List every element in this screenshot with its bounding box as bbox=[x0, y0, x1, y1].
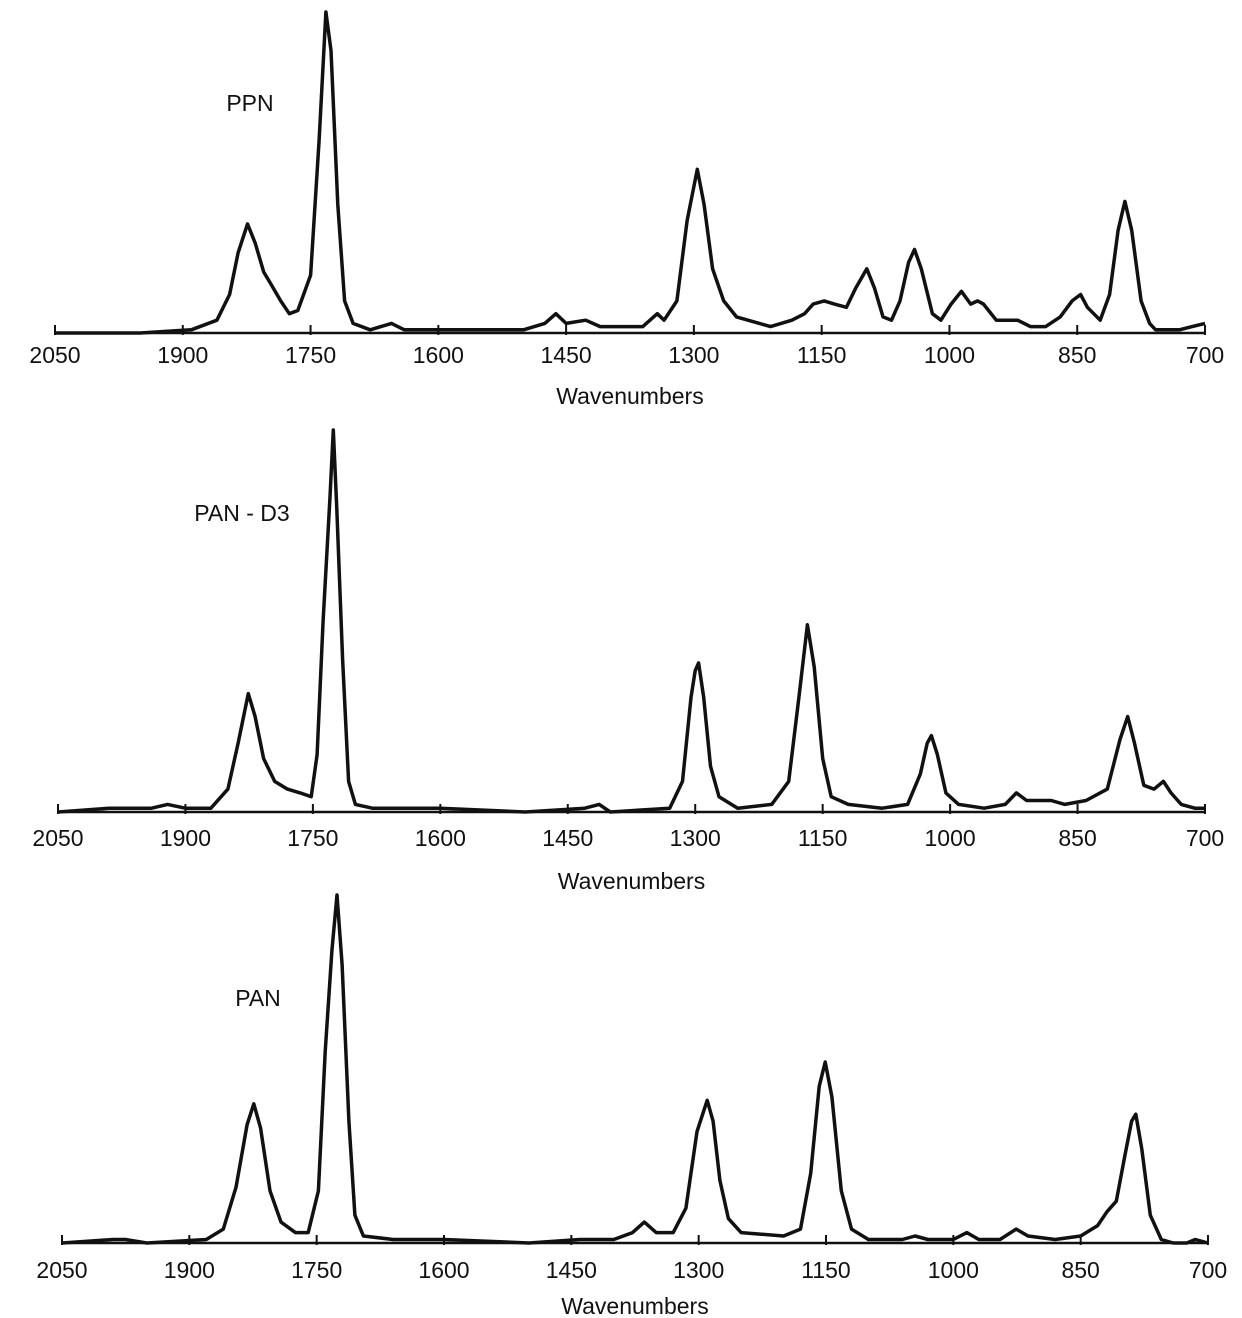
spectrum-annotation: PAN bbox=[235, 985, 281, 1011]
spectrum-line bbox=[57, 428, 1205, 814]
x-tick-label: 1000 bbox=[925, 825, 976, 851]
x-axis-label: Wavenumbers bbox=[556, 383, 703, 409]
spectrum-line bbox=[55, 10, 1206, 335]
spectrum-annotation: PPN bbox=[226, 90, 273, 116]
x-axis-label: Wavenumbers bbox=[561, 1293, 708, 1318]
x-tick-label: 850 bbox=[1058, 342, 1096, 368]
x-axis-label: Wavenumbers bbox=[558, 868, 705, 894]
x-tick-label: 1450 bbox=[542, 825, 593, 851]
x-tick-label: 1900 bbox=[164, 1257, 215, 1283]
x-tick-label: 1450 bbox=[541, 342, 592, 368]
x-tick-label: 1300 bbox=[673, 1257, 724, 1283]
x-tick-label: 2050 bbox=[29, 342, 80, 368]
x-tick-label: 1150 bbox=[801, 1257, 850, 1283]
spectrum-annotation: PAN - D3 bbox=[194, 500, 289, 526]
x-tick-label: 850 bbox=[1058, 825, 1096, 851]
x-tick-label: 1750 bbox=[287, 825, 338, 851]
x-tick-label: 700 bbox=[1186, 825, 1224, 851]
x-tick-label: 2050 bbox=[32, 825, 83, 851]
x-tick-label: 1900 bbox=[160, 825, 211, 851]
x-tick-label: 1000 bbox=[928, 1257, 979, 1283]
x-tick-label: 1150 bbox=[798, 825, 847, 851]
x-tick-label: 1450 bbox=[546, 1257, 597, 1283]
x-tick-label: 1300 bbox=[670, 825, 721, 851]
x-tick-label: 1150 bbox=[797, 342, 846, 368]
spectrum-line bbox=[61, 893, 1209, 1245]
x-tick-label: 2050 bbox=[36, 1257, 87, 1283]
x-tick-label: 1000 bbox=[924, 342, 975, 368]
x-tick-label: 1600 bbox=[415, 825, 466, 851]
x-tick-label: 1600 bbox=[418, 1257, 469, 1283]
x-tick-label: 1750 bbox=[291, 1257, 342, 1283]
x-tick-label: 700 bbox=[1189, 1257, 1227, 1283]
x-tick-label: 1300 bbox=[668, 342, 719, 368]
x-tick-label: 1600 bbox=[413, 342, 464, 368]
x-tick-label: 1900 bbox=[157, 342, 208, 368]
x-tick-label: 1750 bbox=[285, 342, 336, 368]
x-tick-label: 700 bbox=[1186, 342, 1224, 368]
x-tick-label: 850 bbox=[1061, 1257, 1099, 1283]
